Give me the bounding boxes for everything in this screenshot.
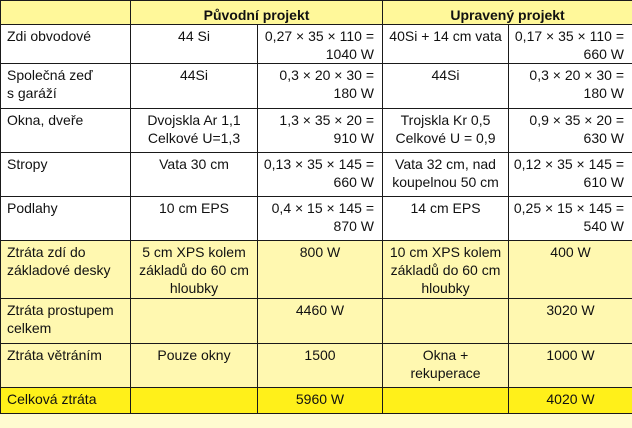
modified-description: 10 cm XPS kolem základů do 60 cm hloubky [382,240,510,299]
original-calculation: 4460 W [256,298,384,344]
original-calculation: 1,3 × 35 × 20 = 910 W [256,108,384,153]
original-description: Dvojskla Ar 1,1 Celkové U=1,3 [130,108,258,153]
original-calculation: 0,27 × 35 × 110 = 1040 W [256,24,384,64]
heat-loss-table: Původní projekt Upravený projekt Zdi obv… [0,0,632,414]
row-label: Ztráta prostupem celkem [0,298,131,344]
modified-description: 14 cm EPS [382,196,510,241]
modified-calculation: 4020 W [508,387,632,414]
original-calculation: 0,3 × 20 × 30 = 180 W [256,63,384,109]
row-label: Společná zeď s garáží [0,63,131,109]
table-row: Společná zeď s garáží 44Si 0,3 × 20 × 30 … [0,63,632,109]
original-calculation: 0,4 × 15 × 145 = 870 W [256,196,384,241]
original-calculation: 1500 [256,343,384,388]
modified-description: Okna + rekuperace [382,343,510,388]
original-calculation: 0,13 × 35 × 145 = 660 W [256,152,384,197]
table-row: Okna, dveře Dvojskla Ar 1,1 Celkové U=1,3… [0,108,632,153]
original-description: 5 cm XPS kolem základů do 60 cm hloubky [130,240,258,299]
original-description: 44 Si [130,24,258,64]
modified-description: 44Si [382,63,510,109]
table-row: Ztráta zdí do základové desky 5 cm XPS ko… [0,240,632,299]
row-label: Zdi obvodové [0,24,131,64]
modified-description: 40Si + 14 cm vata [382,24,510,64]
modified-calculation: 1000 W [508,343,632,388]
modified-description: Trojskla Kr 0,5 Celkové U = 0,9 [382,108,510,153]
original-description: Vata 30 cm [130,152,258,197]
header-modified-project: Upravený projekt [382,0,632,25]
row-label: Ztráta zdí do základové desky [0,240,131,299]
table-header-row: Původní projekt Upravený projekt [0,0,632,25]
modified-calculation: 400 W [508,240,632,299]
original-description: Pouze okny [130,343,258,388]
original-calculation: 800 W [256,240,384,299]
table-row: Ztráta prostupem celkem 4460 W 3020 W [0,298,632,344]
modified-calculation: 0,17 × 35 × 110 = 660 W [508,24,632,64]
modified-calculation: 0,12 × 35 × 145 = 610 W [508,152,632,197]
original-description [130,298,258,344]
modified-calculation: 0,9 × 35 × 20 = 630 W [508,108,632,153]
header-blank [0,0,131,25]
original-description [130,387,258,414]
row-label: Ztráta větráním [0,343,131,388]
modified-calculation: 0,3 × 20 × 30 = 180 W [508,63,632,109]
original-calculation: 5960 W [256,387,384,414]
row-label: Okna, dveře [0,108,131,153]
original-description: 44Si [130,63,258,109]
header-original-project: Původní projekt [129,0,384,25]
table-row: Podlahy 10 cm EPS 0,4 × 15 × 145 = 870 W … [0,196,632,241]
modified-calculation: 3020 W [508,298,632,344]
row-label: Celková ztráta [0,387,131,414]
table-row: Zdi obvodové 44 Si 0,27 × 35 × 110 = 1040… [0,24,632,64]
table-body: Zdi obvodové 44 Si 0,27 × 35 × 110 = 1040… [0,24,632,414]
row-label: Podlahy [0,196,131,241]
table-row: Stropy Vata 30 cm 0,13 × 35 × 145 = 660 W… [0,152,632,197]
modified-calculation: 0,25 × 15 × 145 = 540 W [508,196,632,241]
original-description: 10 cm EPS [130,196,258,241]
table-row: Ztráta větráním Pouze okny 1500 Okna + re… [0,343,632,388]
modified-description [382,298,510,344]
modified-description: Vata 32 cm, nad koupelnou 50 cm [382,152,510,197]
row-label: Stropy [0,152,131,197]
total-row: Celková ztráta 5960 W 4020 W [0,387,632,414]
modified-description [382,387,510,414]
